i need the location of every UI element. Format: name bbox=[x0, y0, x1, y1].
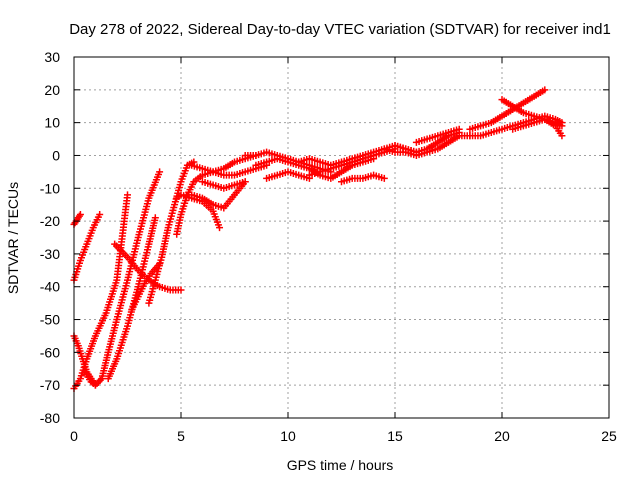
data-point bbox=[96, 211, 104, 219]
y-tick-label: -20 bbox=[40, 213, 60, 229]
chart-title: Day 278 of 2022, Sidereal Day-to-day VTE… bbox=[69, 21, 611, 38]
y-tick-label: -60 bbox=[40, 344, 60, 360]
series-arc-17 bbox=[263, 168, 313, 182]
y-tick-label: -80 bbox=[40, 410, 60, 426]
x-tick-label: 5 bbox=[177, 428, 185, 444]
series-arc-24 bbox=[466, 86, 549, 133]
series-arc-9 bbox=[145, 158, 198, 307]
ticks: 0 5 10 15 20 25 -80 -70 -60 -50 -40 -30 -20 -10 0 10 20 3… bbox=[40, 49, 617, 444]
series-arc-13 bbox=[188, 178, 249, 212]
data-point bbox=[558, 122, 566, 130]
y-tick-label: 0 bbox=[52, 147, 60, 163]
x-tick-label: 10 bbox=[280, 428, 296, 444]
y-axis-label: SDTVAR / TECUs bbox=[5, 182, 21, 294]
series-arc-1 bbox=[70, 211, 84, 228]
y-tick-label: 30 bbox=[44, 49, 60, 65]
data-point bbox=[380, 174, 388, 182]
y-tick-label: 20 bbox=[44, 82, 60, 98]
data-point bbox=[455, 125, 463, 133]
data-point bbox=[177, 286, 185, 294]
data-point bbox=[541, 86, 549, 94]
x-tick-label: 0 bbox=[70, 428, 78, 444]
data-point bbox=[558, 132, 566, 140]
series-arc-27 bbox=[509, 115, 566, 140]
y-tick-label: -50 bbox=[40, 312, 60, 328]
plot-frame bbox=[73, 56, 610, 419]
data-point bbox=[95, 378, 103, 386]
series-arc-14 bbox=[198, 178, 249, 192]
data-point bbox=[124, 191, 131, 199]
x-tick-label: 20 bbox=[494, 428, 510, 444]
data-point bbox=[151, 214, 159, 222]
y-tick-label: -40 bbox=[40, 279, 60, 295]
grid bbox=[74, 57, 609, 418]
y-tick-label: 10 bbox=[44, 115, 60, 131]
x-tick-label: 15 bbox=[387, 428, 403, 444]
data-point bbox=[76, 211, 84, 219]
data-point bbox=[216, 224, 224, 232]
series-arc-4 bbox=[70, 191, 131, 392]
series-arc-20 bbox=[338, 171, 388, 186]
series-arc-8 bbox=[111, 240, 185, 294]
data-point bbox=[241, 178, 249, 186]
series-arc-5 bbox=[81, 168, 164, 389]
x-axis-label: GPS time / hours bbox=[287, 457, 394, 473]
x-tick-label: 25 bbox=[601, 428, 617, 444]
y-tick-label: -10 bbox=[40, 180, 60, 196]
data-points bbox=[70, 86, 566, 392]
data-point bbox=[156, 168, 164, 176]
y-tick-label: -70 bbox=[40, 377, 60, 393]
series-arc-23 bbox=[412, 125, 463, 146]
y-tick-label: -30 bbox=[40, 246, 60, 262]
